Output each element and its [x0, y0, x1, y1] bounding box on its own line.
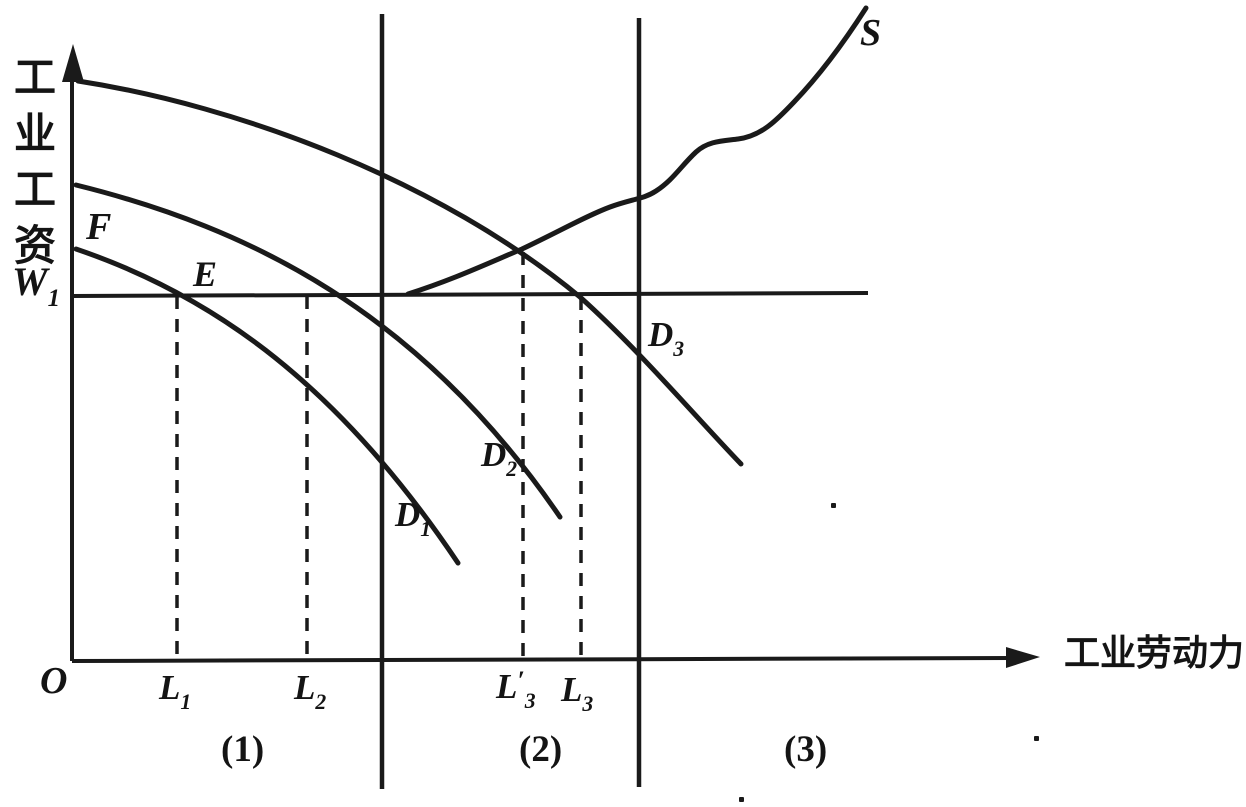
l1-main: L: [159, 668, 181, 707]
region-label-3: (3): [784, 731, 827, 768]
tick-label-l3: L3: [561, 672, 593, 715]
x-axis-title-text: 工业劳动力: [1064, 633, 1245, 674]
y-axis-arrow-icon: [62, 44, 84, 82]
x-axis: [71, 656, 1015, 663]
w1-main: W: [12, 259, 48, 304]
curve-d1-main: D: [395, 495, 421, 534]
y-axis-title-char-2: 业: [14, 109, 57, 158]
stray-mark: [831, 503, 836, 508]
y-axis-title-char-4: 资: [14, 221, 57, 270]
origin-letter: O: [40, 660, 68, 702]
w1-sub: 1: [47, 285, 60, 313]
origin-label: O: [40, 662, 67, 700]
region-2-text: (2): [519, 729, 563, 770]
l2-main: L: [294, 668, 316, 707]
curve-label-d3: D3: [648, 317, 684, 360]
l3p-sub: 3: [524, 688, 536, 713]
stray-mark: [739, 797, 744, 802]
point-e-letter: E: [193, 254, 218, 294]
curve-d3-sub: 3: [673, 336, 685, 361]
wage-level-line-w1: [71, 291, 869, 298]
curve-d3-main: D: [648, 315, 674, 354]
y-axis-title-char-3: 工: [14, 165, 57, 214]
point-label-f: F: [86, 208, 111, 246]
curve-d1-sub: 1: [420, 516, 432, 541]
curve-label-s: S: [860, 14, 881, 52]
curve-s-letter: S: [860, 12, 882, 54]
tick-label-l1: L1: [159, 670, 191, 713]
l3p-prime: ′: [517, 666, 525, 695]
y-axis-title-char-1: 工: [14, 53, 57, 102]
l3p-main: L: [496, 667, 518, 707]
region-label-2: (2): [519, 731, 562, 768]
tick-label-l3-prime: L′3: [496, 666, 536, 713]
tick-label-l2: L2: [294, 670, 326, 713]
x-axis-title: 工业劳动力: [1064, 636, 1244, 672]
region-label-1: (1): [221, 731, 264, 768]
labor-supply-curve-s: [405, 5, 869, 297]
curve-d2-main: D: [481, 435, 507, 474]
region-1-text: (1): [221, 729, 265, 770]
y-axis-w1-label: W1: [12, 262, 60, 312]
demand-curve-d3: [75, 78, 744, 467]
region-3-text: (3): [784, 729, 828, 770]
point-label-e: E: [193, 256, 217, 292]
stray-mark: [1034, 736, 1039, 741]
l3-main: L: [561, 670, 583, 709]
demand-curve-d2: [73, 182, 563, 520]
curve-label-d2: D2: [481, 437, 517, 480]
l3-sub: 3: [582, 691, 594, 716]
y-axis-title: 工 业 工 资: [14, 50, 56, 274]
x-axis-arrow-icon: [1006, 647, 1040, 668]
point-f-letter: F: [86, 206, 112, 248]
curve-label-d1: D1: [395, 497, 431, 540]
curve-d2-sub: 2: [506, 456, 518, 481]
l2-sub: 2: [315, 689, 327, 714]
demand-curve-d1: [73, 246, 461, 566]
l1-sub: 1: [180, 689, 192, 714]
